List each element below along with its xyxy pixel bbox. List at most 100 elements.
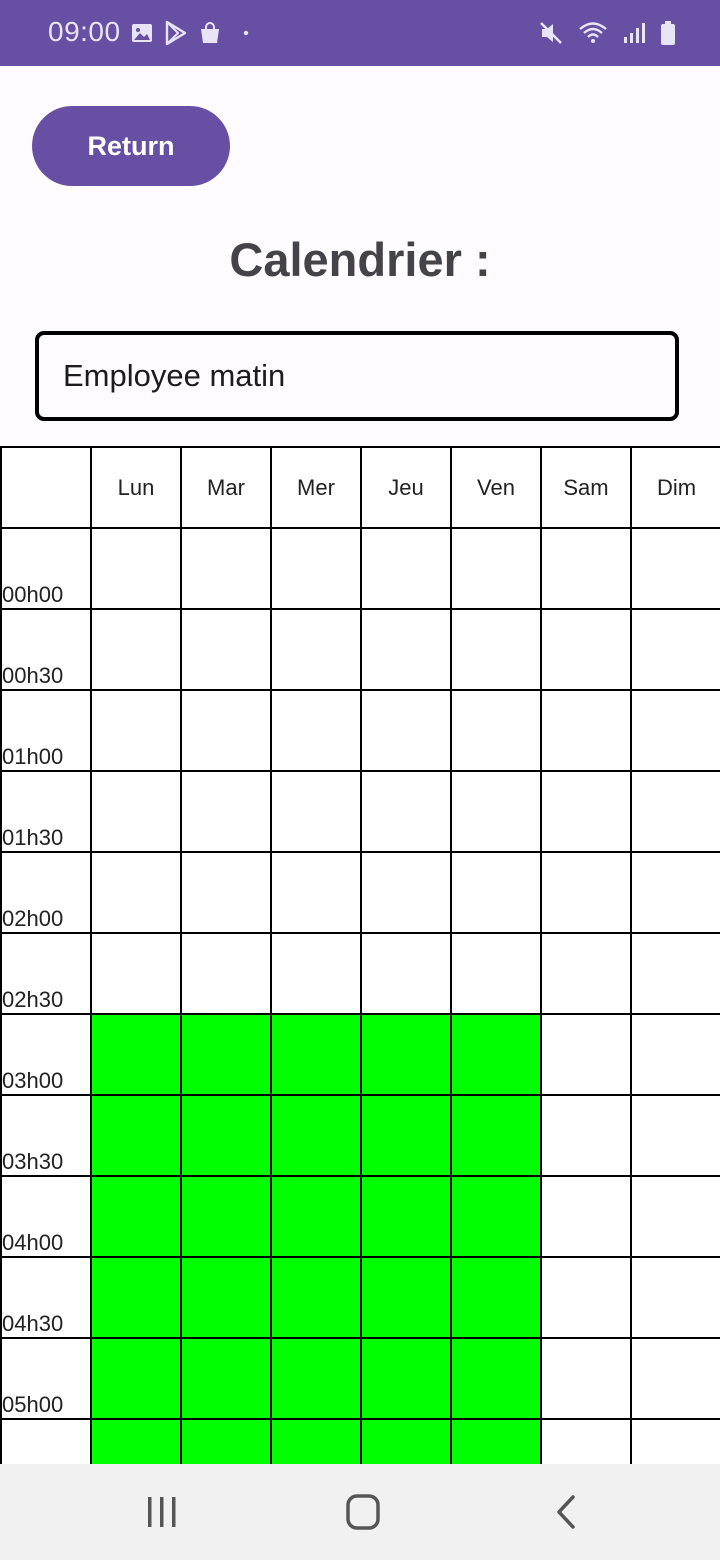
calendar-row: 05h00: [0, 1337, 720, 1420]
day-header-ven: Ven: [450, 446, 542, 529]
shopping-bag-icon: [198, 21, 222, 50]
slot-cell-jeu[interactable]: [360, 608, 452, 691]
slot-cell-dim[interactable]: [630, 1175, 720, 1258]
slot-cell-sam[interactable]: [540, 932, 632, 1015]
slot-cell-mar[interactable]: [180, 1094, 272, 1177]
slot-cell-sam[interactable]: [540, 1418, 632, 1464]
calendar-row: 02h00: [0, 851, 720, 934]
slot-cell-mar[interactable]: [180, 770, 272, 853]
slot-cell-mar[interactable]: [180, 1175, 272, 1258]
slot-cell-dim[interactable]: [630, 1337, 720, 1420]
slot-cell-jeu[interactable]: [360, 1013, 452, 1096]
slot-cell-jeu[interactable]: [360, 689, 452, 772]
battery-icon: [660, 20, 676, 51]
slot-cell-dim[interactable]: [630, 1094, 720, 1177]
slot-cell-sam[interactable]: [540, 1256, 632, 1339]
slot-cell-mer[interactable]: [270, 1094, 362, 1177]
time-label: 04h00: [0, 1175, 92, 1258]
slot-cell-ven[interactable]: [450, 1175, 542, 1258]
slot-cell-ven[interactable]: [450, 1094, 542, 1177]
slot-cell-lun[interactable]: [90, 1256, 182, 1339]
slot-cell-ven[interactable]: [450, 1256, 542, 1339]
slot-cell-lun[interactable]: [90, 851, 182, 934]
slot-cell-lun[interactable]: [90, 689, 182, 772]
slot-cell-sam[interactable]: [540, 689, 632, 772]
calendar-row: 00h30: [0, 608, 720, 691]
slot-cell-lun[interactable]: [90, 1337, 182, 1420]
slot-cell-mar[interactable]: [180, 1337, 272, 1420]
slot-cell-ven[interactable]: [450, 527, 542, 610]
slot-cell-mer[interactable]: [270, 1337, 362, 1420]
slot-cell-lun[interactable]: [90, 608, 182, 691]
slot-cell-mer[interactable]: [270, 932, 362, 1015]
back-icon[interactable]: [535, 1492, 595, 1532]
slot-cell-ven[interactable]: [450, 1013, 542, 1096]
slot-cell-mer[interactable]: [270, 1175, 362, 1258]
slot-cell-sam[interactable]: [540, 527, 632, 610]
slot-cell-jeu[interactable]: [360, 1256, 452, 1339]
slot-cell-mer[interactable]: [270, 608, 362, 691]
slot-cell-sam[interactable]: [540, 608, 632, 691]
slot-cell-jeu[interactable]: [360, 1337, 452, 1420]
slot-cell-mer[interactable]: [270, 770, 362, 853]
slot-cell-ven[interactable]: [450, 851, 542, 934]
corner-cell: [0, 446, 92, 529]
slot-cell-mer[interactable]: [270, 1013, 362, 1096]
slot-cell-mer[interactable]: [270, 1418, 362, 1464]
slot-cell-sam[interactable]: [540, 1094, 632, 1177]
slot-cell-sam[interactable]: [540, 770, 632, 853]
slot-cell-jeu[interactable]: [360, 770, 452, 853]
slot-cell-dim[interactable]: [630, 851, 720, 934]
slot-cell-mar[interactable]: [180, 1418, 272, 1464]
slot-cell-jeu[interactable]: [360, 1094, 452, 1177]
slot-cell-sam[interactable]: [540, 851, 632, 934]
slot-cell-dim[interactable]: [630, 1256, 720, 1339]
slot-cell-jeu[interactable]: [360, 932, 452, 1015]
slot-cell-lun[interactable]: [90, 527, 182, 610]
slot-cell-sam[interactable]: [540, 1175, 632, 1258]
slot-cell-lun[interactable]: [90, 1094, 182, 1177]
slot-cell-mar[interactable]: [180, 608, 272, 691]
slot-cell-sam[interactable]: [540, 1013, 632, 1096]
slot-cell-dim[interactable]: [630, 689, 720, 772]
slot-cell-jeu[interactable]: [360, 851, 452, 934]
slot-cell-lun[interactable]: [90, 770, 182, 853]
slot-cell-jeu[interactable]: [360, 1175, 452, 1258]
time-label: 03h30: [0, 1094, 92, 1177]
slot-cell-mer[interactable]: [270, 851, 362, 934]
slot-cell-mer[interactable]: [270, 1256, 362, 1339]
slot-cell-mer[interactable]: [270, 527, 362, 610]
slot-cell-dim[interactable]: [630, 527, 720, 610]
slot-cell-sam[interactable]: [540, 1337, 632, 1420]
slot-cell-lun[interactable]: [90, 1418, 182, 1464]
employee-selector[interactable]: Employee matin: [35, 331, 679, 421]
return-button[interactable]: Return: [32, 106, 230, 186]
slot-cell-jeu[interactable]: [360, 527, 452, 610]
calendar-grid: Lun Mar Mer Jeu Ven Sam Dim 00h00 00h30 01…: [0, 446, 720, 1464]
slot-cell-mar[interactable]: [180, 1256, 272, 1339]
slot-cell-dim[interactable]: [630, 770, 720, 853]
slot-cell-dim[interactable]: [630, 608, 720, 691]
slot-cell-mar[interactable]: [180, 932, 272, 1015]
slot-cell-mar[interactable]: [180, 527, 272, 610]
slot-cell-mar[interactable]: [180, 851, 272, 934]
slot-cell-ven[interactable]: [450, 1418, 542, 1464]
slot-cell-lun[interactable]: [90, 1175, 182, 1258]
slot-cell-jeu[interactable]: [360, 1418, 452, 1464]
home-icon[interactable]: [333, 1492, 393, 1532]
slot-cell-lun[interactable]: [90, 932, 182, 1015]
slot-cell-lun[interactable]: [90, 1013, 182, 1096]
recent-apps-icon[interactable]: [132, 1492, 192, 1532]
slot-cell-dim[interactable]: [630, 1013, 720, 1096]
slot-cell-dim[interactable]: [630, 932, 720, 1015]
slot-cell-mar[interactable]: [180, 689, 272, 772]
slot-cell-ven[interactable]: [450, 689, 542, 772]
slot-cell-ven[interactable]: [450, 770, 542, 853]
slot-cell-ven[interactable]: [450, 932, 542, 1015]
slot-cell-mer[interactable]: [270, 689, 362, 772]
slot-cell-mar[interactable]: [180, 1013, 272, 1096]
slot-cell-dim[interactable]: [630, 1418, 720, 1464]
slot-cell-ven[interactable]: [450, 1337, 542, 1420]
slot-cell-ven[interactable]: [450, 608, 542, 691]
day-header-mer: Mer: [270, 446, 362, 529]
